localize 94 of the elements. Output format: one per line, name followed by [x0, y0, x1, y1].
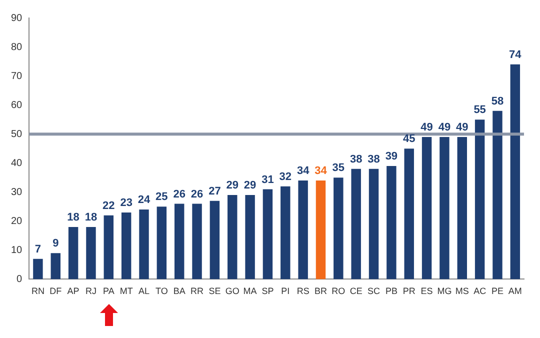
bar: [351, 168, 361, 280]
x-tick-label: RJ: [85, 286, 96, 296]
data-label: 22: [102, 200, 115, 212]
bar: [262, 189, 273, 280]
bar: [457, 136, 467, 280]
data-label: 18: [67, 211, 80, 224]
x-tick-label: AL: [138, 286, 150, 296]
data-label: 35: [332, 162, 345, 174]
bar: [139, 210, 149, 280]
y-tick-label: 0: [16, 274, 23, 285]
bar: [121, 212, 132, 280]
data-label: 23: [120, 196, 132, 209]
x-tick-label: ES: [420, 286, 433, 296]
data-label: 74: [509, 48, 522, 61]
y-tick-label: 20: [11, 216, 23, 227]
x-tick-label: SC: [368, 286, 381, 296]
bar: [316, 180, 326, 280]
data-label: 18: [84, 211, 98, 224]
data-label: 49: [456, 122, 468, 134]
data-label: 38: [368, 153, 380, 166]
x-tick-label: AC: [474, 286, 487, 296]
bar: [298, 180, 308, 280]
x-tick-label: PA: [102, 286, 114, 296]
x-tick-label: DF: [50, 286, 62, 296]
x-tick-label: SE: [208, 286, 221, 296]
x-tick-label: MG: [437, 286, 452, 296]
x-tick-label: BA: [173, 286, 186, 296]
bar: [174, 204, 184, 280]
x-tick-label: PB: [385, 286, 398, 296]
x-tick-label: AP: [67, 286, 80, 296]
bar: [280, 186, 290, 280]
x-tick-label: PE: [491, 286, 504, 296]
bar: [86, 226, 96, 280]
bar: [104, 215, 114, 280]
x-tick-label: SP: [262, 286, 274, 296]
bar: [474, 120, 485, 280]
data-label: 49: [420, 122, 433, 134]
bar: [210, 200, 220, 280]
data-label: 34: [296, 165, 310, 178]
data-label: 38: [350, 153, 362, 166]
bar: [33, 258, 43, 280]
bar: [245, 195, 255, 280]
bar: [492, 110, 502, 280]
data-label: 29: [244, 180, 256, 192]
y-tick-label: 30: [11, 186, 23, 198]
x-tick-label: RS: [296, 286, 310, 296]
bar: [68, 226, 78, 280]
y-tick-label: 10: [11, 244, 23, 256]
x-tick-label: RN: [31, 286, 44, 296]
x-tick-label: TO: [156, 286, 168, 296]
x-tick-label: MS: [455, 286, 469, 296]
bar: [404, 148, 414, 280]
x-tick-label: MT: [120, 286, 134, 296]
x-tick-label: AM: [508, 286, 522, 296]
data-label: 26: [190, 188, 204, 200]
data-label: 32: [279, 170, 292, 183]
x-tick-label: BR: [314, 286, 328, 296]
bar: [510, 64, 520, 280]
x-tick-label: MA: [243, 286, 257, 296]
y-tick-label: 70: [11, 70, 23, 82]
y-tick-label: 60: [11, 100, 23, 111]
bar: [192, 204, 202, 280]
bar: [386, 166, 396, 280]
bar: [156, 206, 167, 280]
x-tick-label: PR: [402, 286, 416, 296]
x-tick-label: GO: [225, 286, 240, 296]
data-label: 26: [173, 188, 186, 200]
bar: [50, 253, 60, 280]
data-label: 31: [262, 174, 274, 186]
y-tick-label: 80: [11, 42, 23, 53]
data-label: 29: [226, 180, 238, 192]
y-tick-label: 50: [11, 128, 23, 140]
bar: [422, 136, 432, 280]
data-label: 9: [52, 238, 59, 250]
data-label: 24: [138, 194, 151, 206]
x-tick-label: RO: [332, 286, 346, 296]
data-label: 45: [402, 133, 416, 146]
data-label: 39: [385, 150, 398, 163]
y-tick-label: 40: [11, 158, 23, 169]
data-label: 49: [438, 122, 451, 134]
bar: [228, 195, 238, 280]
bar: [334, 178, 344, 280]
x-tick-label: PI: [281, 286, 290, 296]
x-tick-label: CE: [350, 286, 362, 296]
x-tick-label: RR: [190, 286, 204, 296]
data-label: 34: [314, 165, 328, 178]
bar: [440, 136, 450, 280]
data-label: 7: [34, 243, 42, 256]
bar: [368, 168, 379, 280]
data-label: 58: [491, 95, 504, 108]
y-tick-label: 90: [11, 12, 23, 24]
data-label: 25: [156, 191, 168, 204]
data-label: 55: [474, 104, 486, 116]
data-label: 27: [208, 185, 221, 198]
